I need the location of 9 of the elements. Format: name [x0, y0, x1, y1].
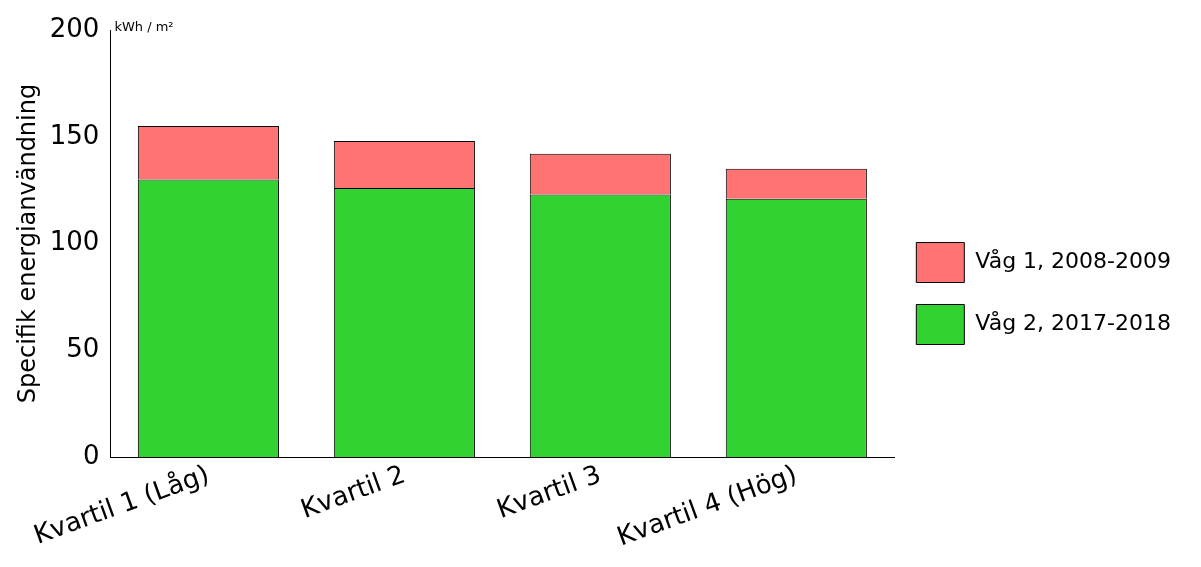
- y-tick-label: 100: [49, 226, 100, 257]
- y-axis-title: Specifik energianvändning: [12, 83, 41, 404]
- y-tick-label: 50: [66, 333, 100, 364]
- y-tick-label: 200: [49, 12, 100, 43]
- y-tick-label: 0: [82, 439, 100, 470]
- y-tick-label: 150: [49, 119, 100, 150]
- legend-label: Våg 2, 2017-2018: [975, 310, 1172, 336]
- legend-label: Våg 1, 2008-2009: [975, 248, 1172, 274]
- annotation: kWh / m²: [114, 18, 174, 34]
